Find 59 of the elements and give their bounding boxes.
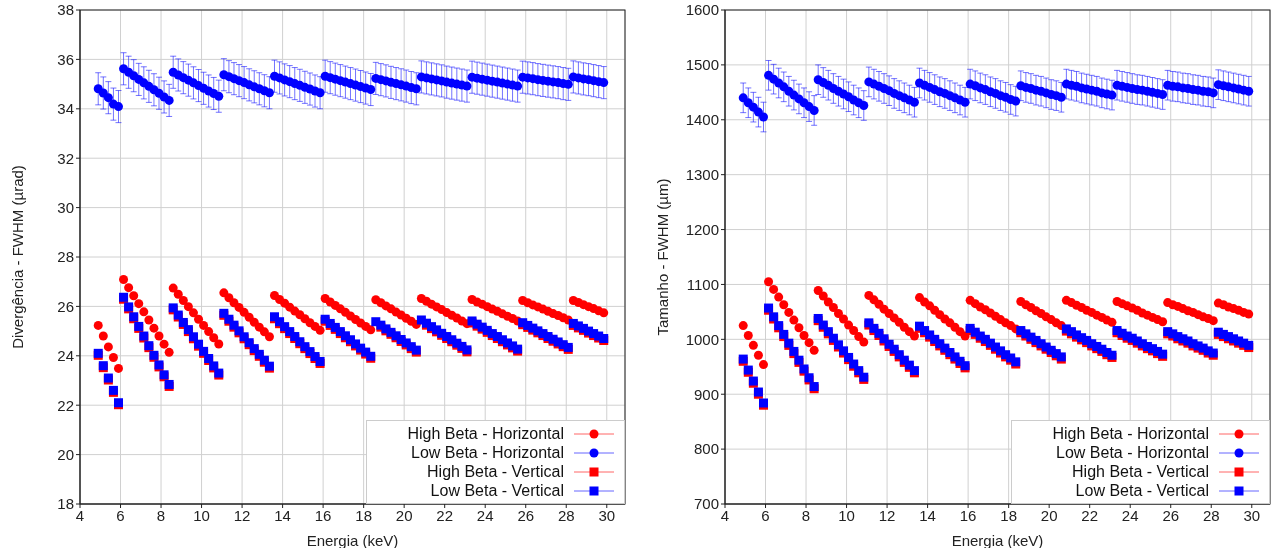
x-tick-label: 24 — [476, 506, 494, 524]
legend-label: Low Beta - Horizontal — [1056, 443, 1209, 462]
x-tick-label: 18 — [1000, 506, 1017, 524]
legend-label: Low Beta - Horizontal — [411, 443, 564, 462]
legend-label: High Beta - Vertical — [427, 462, 564, 481]
legend-label: High Beta - Horizontal — [407, 424, 564, 443]
x-tick-label: 12 — [878, 506, 896, 524]
x-tick-label: 8 — [156, 506, 166, 524]
x-tick-label: 24 — [1121, 506, 1139, 524]
y-tick-label: 900 — [693, 385, 719, 403]
legend-label: Low Beta - Vertical — [1075, 481, 1209, 500]
x-tick-label: 16 — [959, 506, 977, 524]
legend-label: High Beta - Vertical — [1072, 462, 1209, 481]
x-tick-label: 10 — [838, 506, 855, 524]
y-tick-label: 34 — [57, 100, 74, 118]
y-tick-label: 22 — [57, 396, 74, 414]
y-tick-label: 26 — [57, 297, 74, 315]
x-tick-label: 30 — [1243, 506, 1261, 524]
x-tick-label: 20 — [395, 506, 413, 524]
x-tick-label: 28 — [557, 506, 575, 524]
x-tick-label: 10 — [193, 506, 210, 524]
y-tick-label: 36 — [57, 50, 74, 68]
x-tick-label: 18 — [355, 506, 372, 524]
y-tick-label: 32 — [57, 149, 74, 167]
y-tick-label: 28 — [57, 248, 74, 266]
x-tick-label: 22 — [436, 506, 454, 524]
x-tick-label: 28 — [1202, 506, 1220, 524]
y-tick-label: 1600 — [685, 1, 719, 19]
y-tick-label: 24 — [57, 347, 74, 365]
y-tick-label: 1400 — [685, 111, 719, 129]
x-tick-label: 14 — [919, 506, 936, 524]
x-tick-label: 22 — [1081, 506, 1099, 524]
x-tick-label: 26 — [517, 506, 535, 524]
y-tick-label: 700 — [693, 495, 719, 513]
y-tick-label: 800 — [693, 440, 719, 458]
legend-label: Low Beta - Vertical — [430, 481, 564, 500]
x-tick-label: 20 — [1040, 506, 1058, 524]
y-tick-label: 30 — [57, 198, 74, 216]
x-tick-label: 12 — [233, 506, 251, 524]
x-tick-label: 4 — [720, 506, 730, 524]
y-tick-label: 1500 — [685, 56, 719, 74]
y-tick-label: 18 — [57, 495, 74, 513]
x-tick-label: 26 — [1162, 506, 1180, 524]
x-tick-label: 6 — [116, 506, 125, 524]
x-tick-label: 6 — [761, 506, 770, 524]
x-tick-label: 30 — [598, 506, 616, 524]
x-tick-label: 16 — [314, 506, 332, 524]
x-tick-label: 14 — [274, 506, 291, 524]
y-tick-label: 1200 — [685, 220, 719, 238]
x-tick-label: 8 — [801, 506, 811, 524]
y-axis-title: Divergência - FWHM (µrad) — [9, 165, 27, 349]
y-tick-label: 38 — [57, 1, 74, 19]
legend-label: High Beta - Horizontal — [1052, 424, 1209, 443]
y-tick-label: 20 — [57, 445, 74, 463]
y-tick-label: 1000 — [685, 330, 719, 348]
y-tick-label: 1100 — [686, 275, 719, 293]
y-axis-title: Tamanho - FWHM (µm) — [654, 178, 672, 336]
y-tick-label: 1300 — [685, 165, 719, 183]
x-tick-label: 4 — [75, 506, 85, 524]
